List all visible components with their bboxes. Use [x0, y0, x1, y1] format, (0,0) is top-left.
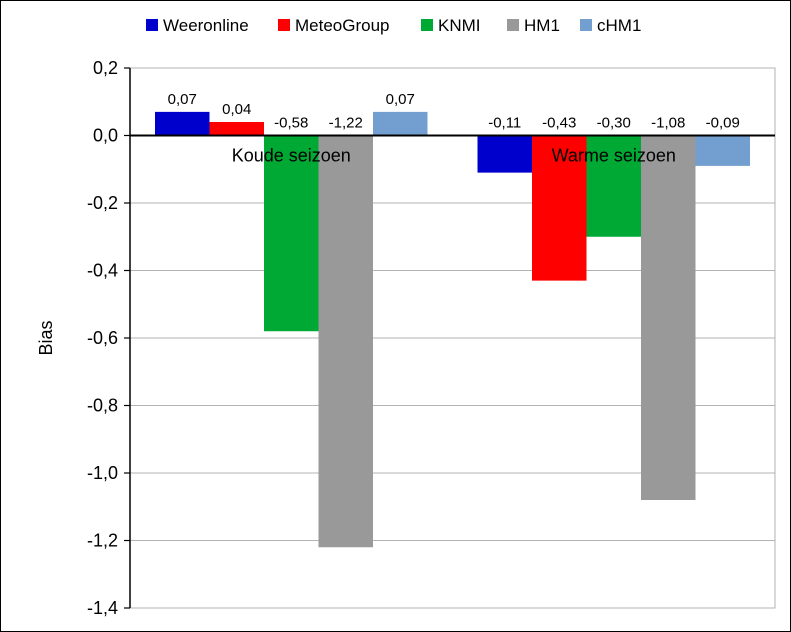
data-label: -0,58 — [274, 115, 308, 132]
legend-swatch-meteogroup — [278, 19, 290, 31]
data-label: -0,30 — [597, 115, 631, 132]
bar-weeronline-warme — [477, 135, 532, 173]
bar-hm1-warme — [641, 135, 696, 500]
legend-swatch-weeronline — [146, 19, 158, 31]
bar-chm1-koude — [373, 111, 428, 136]
y-tick-label: 0,0 — [93, 126, 118, 146]
bar-hm1-koude — [318, 135, 373, 548]
data-label: 0,07 — [168, 91, 197, 108]
category-label: Warme seizoen — [552, 146, 676, 166]
y-axis-title: Bias — [36, 320, 56, 355]
legend-swatch-knmi — [421, 19, 433, 31]
legend-swatch-hm1 — [507, 19, 519, 31]
y-tick-label: -1,4 — [87, 598, 118, 618]
legend-label-weeronline: Weeronline — [163, 16, 249, 35]
bar-meteogroup-koude — [209, 122, 264, 136]
data-label: 0,07 — [386, 91, 415, 108]
bar-knmi-koude — [264, 135, 319, 332]
data-label: -0,11 — [488, 115, 521, 132]
data-label: -1,08 — [651, 115, 685, 132]
data-label: -1,22 — [329, 115, 363, 132]
bar-knmi-warme — [586, 135, 641, 237]
data-label: -0,43 — [542, 115, 576, 132]
bar-meteogroup-warme — [532, 135, 587, 281]
legend-label-meteogroup: MeteoGroup — [295, 16, 390, 35]
legend-label-knmi: KNMI — [438, 16, 481, 35]
bar-weeronline-koude — [155, 111, 210, 136]
data-label: 0,04 — [222, 101, 251, 118]
category-label: Koude seizoen — [232, 146, 351, 166]
y-tick-label: -1,2 — [87, 531, 118, 551]
legend-label-chm1: cHM1 — [597, 16, 641, 35]
legend-label-hm1: HM1 — [524, 16, 560, 35]
y-tick-label: -0,8 — [87, 396, 118, 416]
legend-swatch-chm1 — [580, 19, 592, 31]
y-tick-label: -0,4 — [87, 261, 118, 281]
y-tick-label: -0,6 — [87, 328, 118, 348]
y-tick-label: -0,2 — [87, 193, 118, 213]
bar-chm1-warme — [695, 135, 750, 166]
data-label: -0,09 — [706, 115, 740, 132]
y-tick-label: 0,2 — [93, 58, 118, 78]
y-tick-label: -1,0 — [87, 463, 118, 483]
